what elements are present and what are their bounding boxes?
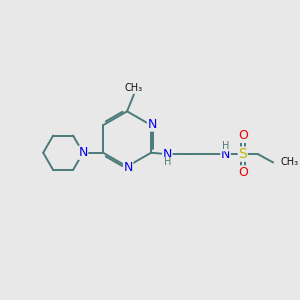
Text: O: O <box>238 129 248 142</box>
Text: H: H <box>164 158 171 167</box>
Text: N: N <box>163 148 172 160</box>
Text: S: S <box>238 147 247 161</box>
Text: N: N <box>124 160 133 174</box>
Text: H: H <box>222 141 229 151</box>
Text: N: N <box>78 146 88 159</box>
Text: N: N <box>221 148 230 160</box>
Text: CH₃: CH₃ <box>280 158 298 167</box>
Text: CH₃: CH₃ <box>125 83 143 93</box>
Text: O: O <box>238 166 248 179</box>
Text: N: N <box>147 118 157 131</box>
